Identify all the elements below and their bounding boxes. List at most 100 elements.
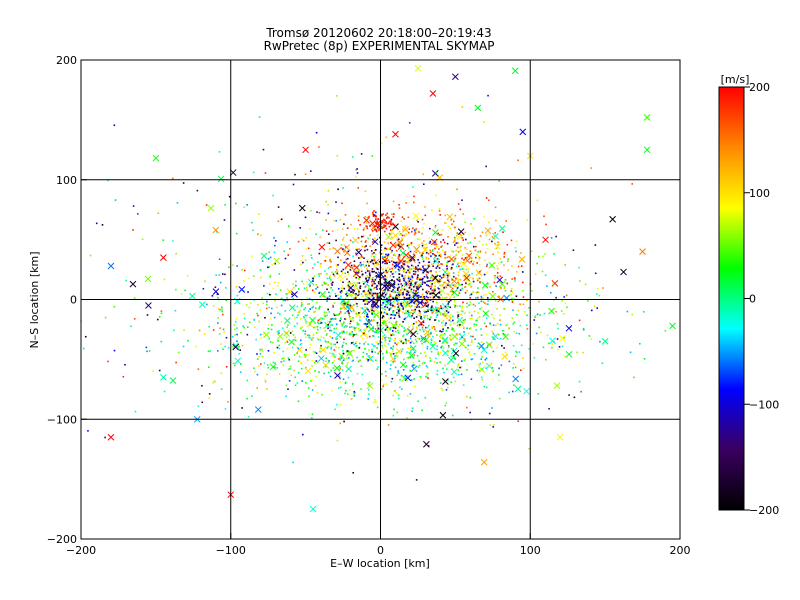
data-point	[175, 252, 177, 255]
data-point	[248, 306, 251, 309]
data-point	[459, 284, 462, 286]
data-point	[341, 344, 344, 347]
data-point	[373, 280, 375, 283]
data-point	[311, 389, 314, 391]
data-point	[336, 439, 339, 442]
data-point	[309, 346, 311, 349]
data-point	[274, 299, 277, 302]
data-point	[538, 255, 540, 258]
data-point	[435, 267, 438, 269]
data-point	[425, 243, 427, 246]
data-point	[340, 322, 342, 325]
data-point	[434, 241, 436, 243]
data-point	[365, 264, 368, 267]
data-point	[392, 222, 394, 225]
data-point	[352, 341, 354, 344]
data-point	[303, 355, 306, 357]
data-point	[353, 310, 355, 313]
data-point	[295, 280, 297, 283]
data-point	[447, 351, 449, 353]
data-point	[397, 308, 400, 310]
data-cross	[392, 232, 399, 239]
data-point	[455, 265, 458, 268]
data-point	[384, 295, 386, 298]
data-point	[318, 322, 320, 325]
data-cross	[456, 233, 463, 240]
data-point	[306, 359, 309, 361]
data-point	[158, 369, 161, 372]
data-point	[404, 225, 407, 228]
data-point	[377, 281, 380, 283]
data-point	[306, 314, 308, 317]
data-point	[369, 225, 371, 227]
data-point	[368, 272, 371, 274]
data-point	[472, 303, 475, 306]
data-point	[387, 270, 390, 272]
data-point	[598, 294, 601, 297]
data-point	[425, 375, 427, 378]
data-point	[374, 299, 377, 302]
data-point	[511, 317, 514, 319]
data-point	[467, 242, 469, 245]
data-point	[446, 265, 448, 267]
data-point	[448, 274, 451, 277]
data-point	[359, 276, 361, 278]
data-point	[453, 301, 456, 303]
data-point	[476, 273, 479, 276]
data-cross	[367, 355, 374, 363]
data-point	[348, 333, 351, 336]
data-point	[219, 281, 222, 284]
data-point	[364, 294, 367, 297]
data-point	[348, 388, 351, 391]
data-point	[362, 260, 365, 263]
data-point	[397, 283, 400, 286]
data-point	[459, 333, 461, 335]
data-point	[409, 347, 412, 350]
data-point	[353, 328, 355, 330]
data-point	[282, 357, 285, 359]
data-cross	[238, 286, 246, 293]
data-point	[277, 220, 280, 223]
data-point	[415, 330, 418, 332]
data-point	[220, 343, 222, 345]
data-point	[215, 231, 218, 233]
data-point	[435, 271, 438, 273]
data-point	[326, 300, 328, 302]
data-point	[331, 317, 334, 320]
data-point	[429, 227, 431, 230]
data-point	[441, 263, 443, 266]
data-point	[345, 293, 347, 295]
data-point	[173, 329, 175, 332]
data-point	[337, 287, 340, 290]
data-point	[477, 287, 479, 289]
data-point	[429, 281, 432, 283]
data-point	[415, 479, 418, 481]
data-point	[334, 343, 336, 346]
data-point	[459, 313, 461, 316]
data-point	[366, 268, 368, 270]
data-point	[371, 241, 374, 243]
data-point	[221, 310, 224, 313]
data-point	[324, 330, 326, 332]
data-point	[599, 340, 601, 343]
data-point	[336, 341, 339, 344]
data-cross	[431, 274, 439, 282]
data-point	[222, 313, 224, 316]
data-point	[444, 404, 447, 407]
data-point	[522, 289, 524, 292]
data-point	[451, 368, 453, 370]
data-point	[371, 348, 373, 351]
data-point	[401, 341, 404, 344]
data-point	[263, 362, 266, 365]
data-point	[414, 283, 417, 285]
data-point	[459, 305, 461, 307]
data-point	[513, 384, 515, 386]
data-point	[429, 249, 431, 252]
data-cross	[452, 349, 460, 357]
data-point	[382, 213, 385, 215]
data-point	[351, 331, 354, 333]
data-point	[457, 369, 460, 371]
data-point	[436, 362, 438, 364]
data-point	[415, 303, 418, 305]
